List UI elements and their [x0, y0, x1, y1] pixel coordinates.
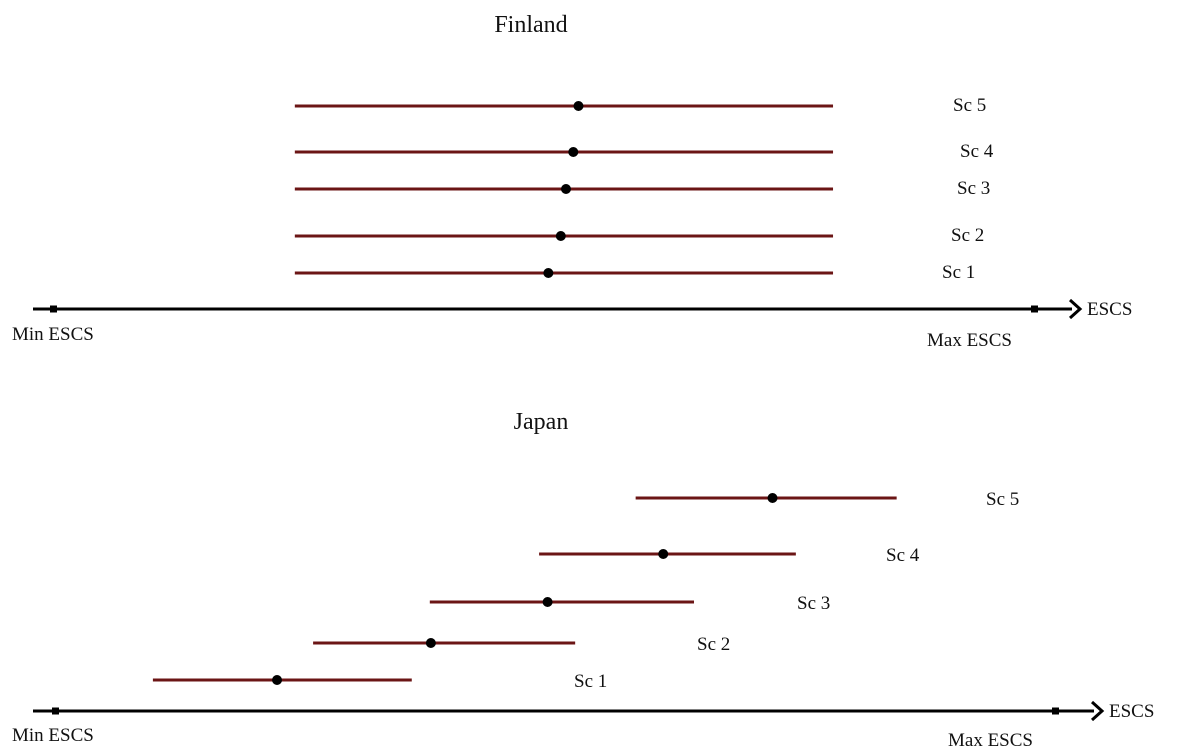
finland-min-label: Min ESCS: [12, 324, 94, 345]
finland-sc-3-label: Sc 3: [957, 178, 990, 199]
japan-arrow-icon: [1090, 700, 1105, 722]
japan-sc-5-marker: [767, 493, 778, 503]
finland-sc-1-marker: [543, 268, 554, 278]
finland-sc-4-marker: [568, 147, 579, 157]
japan-max-tick: [1052, 707, 1059, 715]
finland-sc-5-marker: [573, 101, 584, 111]
finland-sc-2-label: Sc 2: [951, 225, 984, 246]
finland-sc-5-label: Sc 5: [953, 95, 986, 116]
japan-axis: ESCS Min ESCS Max ESCS: [12, 700, 1154, 749]
japan-ranges: Sc 5 Sc 4 Sc 3 Sc 2 Sc 1: [152, 489, 1019, 692]
japan-max-label: Max ESCS: [948, 730, 1033, 749]
panel-title-japan: Japan: [514, 409, 569, 435]
finland-sc-1-label: Sc 1: [942, 262, 975, 283]
japan-sc-1-marker: [272, 675, 283, 685]
panel-title-finland: Finland: [494, 12, 567, 38]
finland-sc-4-label: Sc 4: [960, 141, 994, 162]
finland-arrow-icon: [1068, 298, 1083, 320]
japan-sc-1-label: Sc 1: [574, 671, 607, 692]
finland-ranges: Sc 5 Sc 4 Sc 3 Sc 2 Sc 1: [294, 95, 994, 283]
japan-axis-arrow-label: ESCS: [1109, 701, 1154, 722]
japan-sc-4-marker: [658, 549, 669, 559]
japan-sc-5-label: Sc 5: [986, 489, 1019, 510]
finland-sc-2-marker: [555, 231, 566, 241]
japan-sc-3-marker: [542, 597, 553, 607]
finland-axis: ESCS Min ESCS Max ESCS: [12, 298, 1132, 351]
finland-max-label: Max ESCS: [927, 330, 1012, 351]
finland-sc-3-marker: [561, 184, 572, 194]
finland-max-tick: [1031, 305, 1038, 313]
japan-min-tick: [52, 707, 59, 715]
finland-axis-arrow-label: ESCS: [1087, 299, 1132, 320]
japan-sc-2-marker: [425, 638, 436, 648]
panel-finland: Finland Sc 5 Sc 4 Sc 3 Sc 2 Sc 1 ESCS Min ES…: [12, 12, 1132, 351]
japan-sc-4-label: Sc 4: [886, 545, 920, 566]
panel-japan: Japan Sc 5 Sc 4 Sc 3 Sc 2 Sc 1 ESCS Min ESCS…: [12, 409, 1154, 749]
japan-sc-3-label: Sc 3: [797, 593, 830, 614]
japan-sc-2-label: Sc 2: [697, 634, 730, 655]
finland-min-tick: [50, 305, 57, 313]
japan-min-label: Min ESCS: [12, 725, 94, 746]
